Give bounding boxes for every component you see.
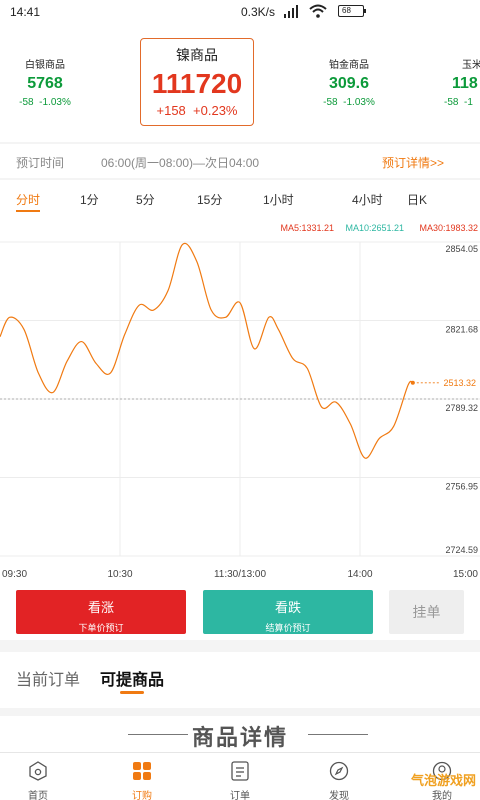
action-bar: 看涨 下单价预订 看跌 结算价预订 挂单 [0,584,480,640]
pending-order-button[interactable]: 挂单 [389,590,464,634]
price-series-line [0,242,414,459]
x-tick-label: 14:00 [347,569,372,580]
nav-profile-label: 我的 [432,791,452,800]
ticker-name: 铂金商品 [329,60,369,71]
tab-15min[interactable]: 15分 [197,193,223,207]
y-tick-label: 2789.32 [445,403,478,413]
ma5-label: MA5:1331.21 [280,223,334,233]
ma30-label: MA30:1983.32 [419,223,478,233]
ticker-name: 镍商品 [176,47,218,63]
ticker-change: -58 -1.03% [323,97,375,108]
wifi-icon [309,4,327,18]
divider-left [128,734,188,735]
y-tick-label: 2756.95 [445,482,478,492]
x-tick-label: 09:30 [2,569,27,580]
tab-deliverable-goods[interactable]: 可提商品 [100,666,164,694]
ticker-price: 309.6 [328,75,370,92]
buy-down-title: 看跌 [274,600,301,615]
ticker-change: +158 +0.23% [156,103,238,118]
order-list-icon [231,761,249,781]
ticker-price: 118 [452,75,478,92]
ticker-platinum[interactable]: 铂金商品 309.6 -58 -1.03% [320,56,378,108]
nav-profile[interactable]: 我的 [394,753,480,800]
y-tick-label: 2854.05 [445,244,478,254]
tab-timeshare[interactable]: 分时 [16,193,41,212]
buy-up-button[interactable]: 看涨 下单价预订 [16,590,186,634]
buy-up-title: 看涨 [87,600,114,615]
nav-purchase-label: 订购 [132,791,152,800]
tab-4hour[interactable]: 4小时 [352,193,383,207]
reserve-value: 06:00(周一08:00)—次日04:00 [101,156,260,170]
net-speed: 0.3K/s [241,5,276,19]
nav-home[interactable]: 首页 [0,753,86,800]
status-bar: 14:41 0.3K/s 68 [0,0,480,24]
tab-daily[interactable]: 日K [407,193,428,207]
period-tabs: 分时 1分 5分 15分 1小时 4小时 日K [0,180,480,214]
y-axis: 2854.05 2821.68 2789.32 2756.95 2724.59 [445,244,478,555]
user-icon [432,761,452,781]
ticker-price: 111720 [151,68,243,99]
order-tabs: 当前订单 可提商品 [0,652,480,708]
x-tick-label: 10:30 [107,569,132,580]
reserve-label: 预订时间 [16,156,65,170]
tab-5min[interactable]: 5分 [136,193,155,207]
ticker-change: -58 -1.03% [19,97,71,108]
price-chart-svg: MA5:1331.21 MA10:2651.21 MA30:1983.32 28… [0,223,480,580]
tab-current-orders[interactable]: 当前订单 [16,672,81,689]
current-price-dot [410,380,415,385]
product-detail-title: 商品详情 [191,725,288,750]
nav-purchase[interactable]: 订购 [94,753,190,800]
y-tick-label: 2724.59 [445,545,478,555]
compass-icon [329,761,349,781]
nav-discover[interactable]: 发现 [291,753,387,800]
x-tick-label: 11:30/13:00 [214,569,267,580]
home-icon [29,761,47,781]
ticker-name: 玉米 [462,60,480,71]
price-chart[interactable]: MA5:1331.21 MA10:2651.21 MA30:1983.32 28… [0,214,480,584]
ticker-price: 5768 [27,75,63,92]
buy-down-sub: 结算价预订 [265,623,311,633]
x-axis: 09:30 10:30 11:30/13:00 14:00 15:00 [2,569,478,580]
ticker-silver[interactable]: 白银商品 5768 -58 -1.03% [18,56,72,108]
tab-1min[interactable]: 1分 [80,193,99,207]
nav-orders-label: 订单 [230,791,250,800]
product-detail-header: 商品详情 [0,716,480,752]
reserve-time-row: 预订时间 06:00(周一08:00)—次日04:00 预订详情>> [0,144,480,178]
nav-orders[interactable]: 订单 [192,753,288,800]
y-tick-label: 2821.68 [445,325,478,335]
nav-discover-label: 发现 [329,791,349,800]
bottom-nav: 首页 订购 订单 发现 我的 [0,752,480,800]
current-price-label: 2513.32 [443,378,476,388]
battery-icon: 68 [338,5,366,17]
ticker-change: -58 -1 [444,97,473,108]
ticker-nickel[interactable]: 镍商品 111720 +158 +0.23% [140,38,254,126]
ticker-name: 白银商品 [25,60,65,71]
reserve-detail-link[interactable]: 预订详情>> [381,156,444,170]
divider-right [308,734,368,735]
buy-down-button[interactable]: 看跌 结算价预订 [203,590,373,634]
status-time: 14:41 [10,5,41,19]
nav-home-label: 首页 [28,791,48,800]
tab-1hour[interactable]: 1小时 [263,193,294,207]
ma10-label: MA10:2651.21 [345,223,404,233]
buy-up-sub: 下单价预订 [78,623,124,633]
x-tick-label: 15:00 [453,569,478,580]
grid-icon [133,762,151,780]
watermark: 气泡游戏网 [410,773,476,788]
ticker-corn[interactable]: 玉米 118 -58 -1 [444,56,480,108]
ticker-strip[interactable]: 白银商品 5768 -58 -1.03% 镍商品 111720 +158 +0.… [0,24,480,142]
signal-icon [284,5,298,18]
